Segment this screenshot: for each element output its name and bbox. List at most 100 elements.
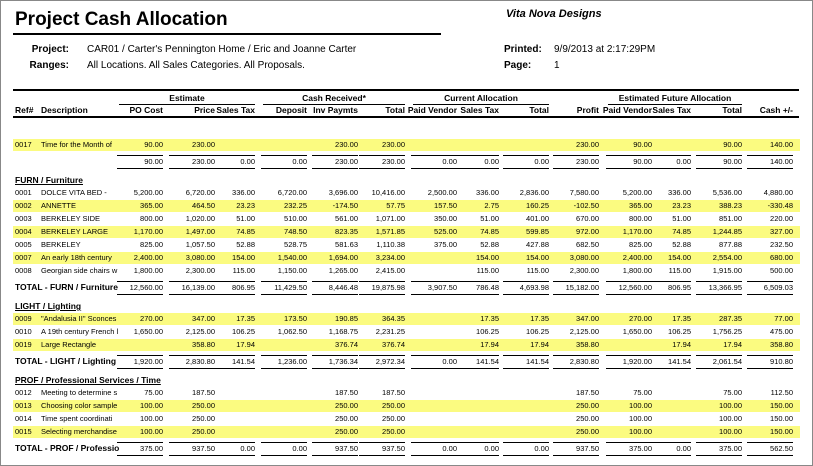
amount-cell: 2,125.00 bbox=[185, 327, 215, 336]
row-highlight bbox=[13, 139, 800, 151]
row-highlight bbox=[13, 252, 800, 264]
amount-cell: 52.88 bbox=[480, 240, 499, 249]
amount-cell: -102.50 bbox=[573, 201, 599, 210]
column-header: Ref# bbox=[15, 105, 34, 115]
amount-cell: 250.00 bbox=[382, 401, 405, 410]
ref-cell: 0008 bbox=[15, 266, 32, 275]
total-cell: 0.00 bbox=[411, 155, 457, 169]
amount-cell: 3,696.00 bbox=[328, 188, 358, 197]
total-cell: 141.54 bbox=[453, 355, 499, 369]
description-cell: A 19th century French l bbox=[41, 327, 119, 336]
column-header: Deposit bbox=[275, 105, 307, 115]
amount-cell: 427.88 bbox=[526, 240, 549, 249]
column-header: Sales Tax bbox=[216, 105, 255, 115]
amount-cell: 2.75 bbox=[484, 201, 499, 210]
amount-cell: 100.00 bbox=[629, 414, 652, 423]
amount-cell: 2,400.00 bbox=[133, 253, 163, 262]
amount-cell: 1,756.25 bbox=[712, 327, 742, 336]
total-cell: 1,236.00 bbox=[261, 355, 307, 369]
amount-cell: 376.74 bbox=[382, 340, 405, 349]
amount-cell: 112.50 bbox=[770, 388, 793, 397]
amount-cell: 1,170.00 bbox=[622, 227, 652, 236]
amount-cell: 388.23 bbox=[719, 201, 742, 210]
company-name: Vita Nova Designs bbox=[506, 8, 602, 20]
amount-cell: 115.00 bbox=[232, 266, 255, 275]
total-cell: 0.00 bbox=[209, 155, 255, 169]
ref-cell: 0014 bbox=[15, 414, 32, 423]
group-header: Estimate bbox=[169, 93, 205, 103]
amount-cell: 599.85 bbox=[526, 227, 549, 236]
amount-cell: 475.00 bbox=[770, 327, 793, 336]
amount-cell: 1,694.00 bbox=[328, 253, 358, 262]
total-cell: 562.50 bbox=[747, 442, 793, 456]
amount-cell: 100.00 bbox=[719, 414, 742, 423]
amount-cell: 510.00 bbox=[284, 214, 307, 223]
amount-cell: 5,200.00 bbox=[622, 188, 652, 197]
amount-cell: 106.25 bbox=[526, 327, 549, 336]
total-cell: 937.50 bbox=[553, 442, 599, 456]
description-cell: Time for the Month of bbox=[41, 140, 113, 149]
page-value: 1 bbox=[554, 60, 560, 71]
total-cell: 140.00 bbox=[747, 155, 793, 169]
total-cell: 230.00 bbox=[312, 155, 358, 169]
total-cell: 937.50 bbox=[169, 442, 215, 456]
amount-cell: 154.00 bbox=[526, 253, 549, 262]
project-label: Project: bbox=[31, 44, 69, 55]
group-header: Current Allocation bbox=[444, 93, 518, 103]
header-top-rule bbox=[13, 89, 799, 91]
amount-cell: 187.50 bbox=[576, 388, 599, 397]
amount-cell: 376.74 bbox=[335, 340, 358, 349]
description-cell: Large Rectangle bbox=[41, 340, 97, 349]
total-cell: 0.00 bbox=[209, 442, 255, 456]
total-cell: 375.00 bbox=[117, 442, 163, 456]
ref-cell: 0013 bbox=[15, 401, 32, 410]
amount-cell: 157.50 bbox=[434, 201, 457, 210]
amount-cell: 528.75 bbox=[284, 240, 307, 249]
total-cell: 12,560.00 bbox=[606, 281, 652, 295]
total-label: TOTAL - LIGHT / Lighting bbox=[15, 356, 117, 366]
amount-cell: 250.00 bbox=[192, 427, 215, 436]
amount-cell: 972.00 bbox=[576, 227, 599, 236]
total-cell: 1,920.00 bbox=[606, 355, 652, 369]
total-cell: 0.00 bbox=[503, 442, 549, 456]
amount-cell: 1,150.00 bbox=[277, 266, 307, 275]
ref-cell: 0003 bbox=[15, 214, 32, 223]
amount-cell: 17.35 bbox=[672, 314, 691, 323]
amount-cell: 100.00 bbox=[140, 401, 163, 410]
ref-cell: 0002 bbox=[15, 201, 32, 210]
amount-cell: 1,110.38 bbox=[376, 240, 405, 249]
total-cell: 230.00 bbox=[169, 155, 215, 169]
amount-cell: 106.25 bbox=[668, 327, 691, 336]
amount-cell: 6,720.00 bbox=[277, 188, 307, 197]
total-cell: 230.00 bbox=[553, 155, 599, 169]
amount-cell: 23.23 bbox=[236, 201, 255, 210]
amount-cell: 825.00 bbox=[629, 240, 652, 249]
group-header: Estimated Future Allocation bbox=[618, 93, 732, 103]
group-header: Cash Received* bbox=[302, 93, 366, 103]
total-cell: 0.00 bbox=[411, 355, 457, 369]
amount-cell: 2,231.25 bbox=[375, 327, 405, 336]
amount-cell: 100.00 bbox=[629, 427, 652, 436]
amount-cell: 2,554.00 bbox=[712, 253, 742, 262]
total-cell: 90.00 bbox=[117, 155, 163, 169]
amount-cell: 74.85 bbox=[672, 227, 691, 236]
amount-cell: 327.00 bbox=[770, 227, 793, 236]
amount-cell: 250.00 bbox=[192, 414, 215, 423]
amount-cell: 74.85 bbox=[480, 227, 499, 236]
total-cell: 230.00 bbox=[359, 155, 405, 169]
column-header: Total bbox=[722, 105, 742, 115]
amount-cell: 17.35 bbox=[236, 314, 255, 323]
total-cell: 2,830.80 bbox=[169, 355, 215, 369]
amount-cell: 150.00 bbox=[770, 401, 793, 410]
section-header: FURN / Furniture bbox=[15, 175, 83, 185]
total-cell: 910.80 bbox=[747, 355, 793, 369]
total-cell: 15,182.00 bbox=[553, 281, 599, 295]
amount-cell: 250.00 bbox=[382, 414, 405, 423]
amount-cell: 1,071.00 bbox=[375, 214, 405, 223]
project-value: CAR01 / Carter's Pennington Home / Eric … bbox=[87, 44, 357, 55]
amount-cell: 52.88 bbox=[236, 240, 255, 249]
ref-cell: 0004 bbox=[15, 227, 32, 236]
total-cell: 90.00 bbox=[606, 155, 652, 169]
column-header: Description bbox=[41, 105, 88, 115]
amount-cell: 5,200.00 bbox=[133, 188, 163, 197]
